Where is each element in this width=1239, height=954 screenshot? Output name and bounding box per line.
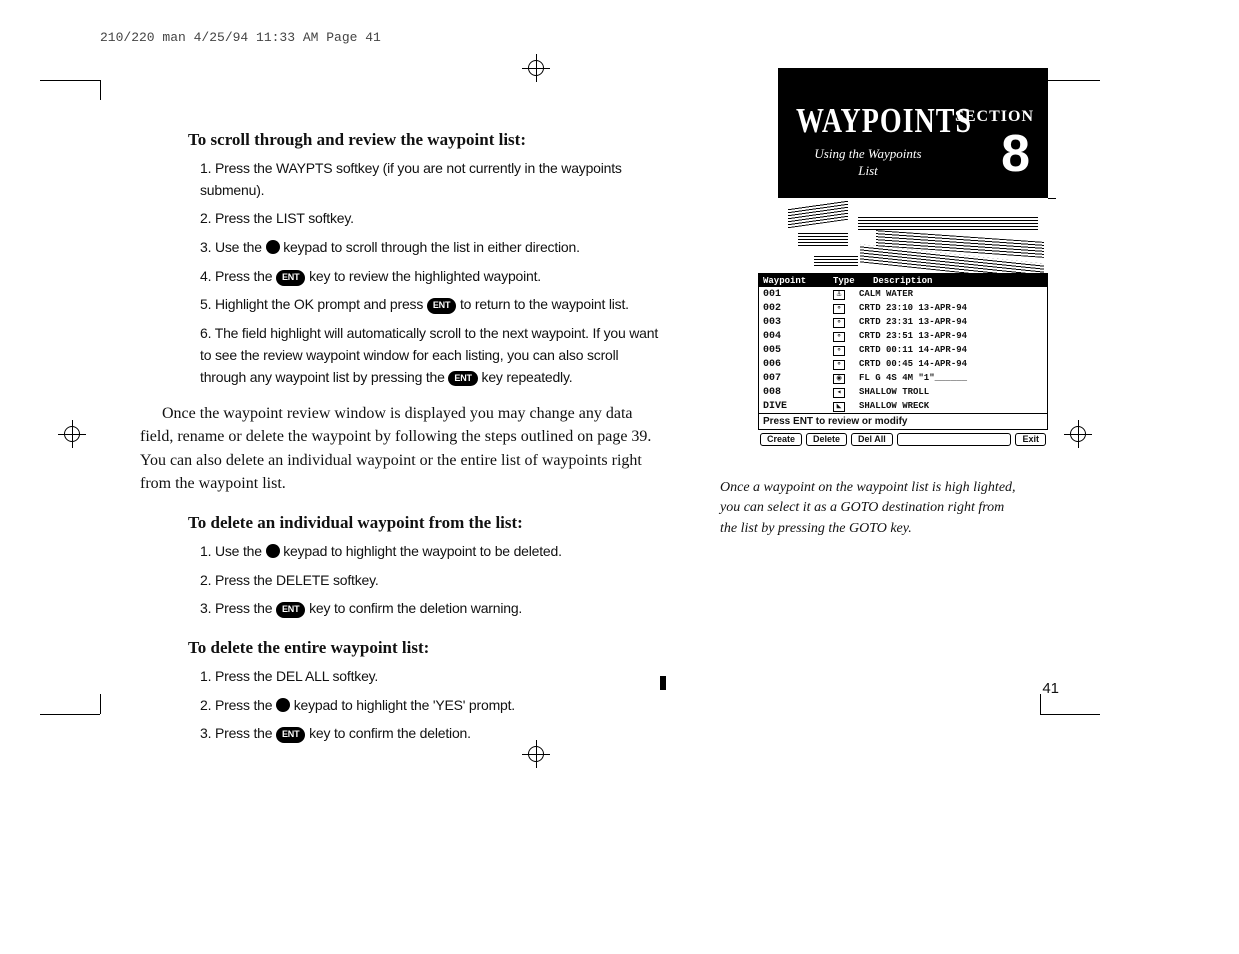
section-title: WAYPOINTS — [796, 102, 972, 142]
ent-key-icon: ENT — [448, 371, 477, 387]
registration-mark-right — [1064, 420, 1092, 448]
cell-type: ∘ — [833, 359, 859, 370]
cell-type: ∘ — [833, 317, 859, 328]
cell-type: ∘ — [833, 345, 859, 356]
cell-waypoint: 002 — [763, 303, 833, 314]
ent-key-icon: ENT — [276, 727, 305, 743]
waypoint-table: Waypoint Type Description 001⚓ CALM WATER… — [758, 274, 1048, 430]
cell-type: ◣ — [833, 401, 859, 412]
table-row: 007◉ FL G 4S 4M "1"______ — [759, 371, 1047, 385]
subhead-scroll: To scroll through and review the waypoin… — [140, 130, 660, 150]
waypoint-table-header: Waypoint Type Description — [759, 275, 1047, 287]
softkey-delete[interactable]: Delete — [806, 433, 847, 446]
registration-mark-left — [58, 420, 86, 448]
table-row: 005∘ CRTD 00:11 14-APR-94 — [759, 343, 1047, 357]
table-row: 006∘ CRTD 00:45 14-APR-94 — [759, 357, 1047, 371]
step-item: 2. Press the LIST softkey. — [200, 208, 660, 230]
figure-caption: Once a waypoint on the waypoint list is … — [720, 478, 1020, 539]
type-icon: ∘ — [833, 346, 845, 356]
subhead-delete-all: To delete the entire waypoint list: — [140, 638, 660, 658]
table-row: 003∘ CRTD 23:31 13-APR-94 — [759, 315, 1047, 329]
step-item: 5. Highlight the OK prompt and press ENT… — [200, 294, 660, 316]
cell-description: FL G 4S 4M "1"______ — [859, 373, 1043, 383]
arrow-keypad-icon — [266, 544, 280, 558]
step-item: 3. Press the ENT key to confirm the dele… — [200, 723, 660, 745]
cell-type: ◂ — [833, 387, 859, 398]
cell-description: CRTD 23:10 13-APR-94 — [859, 303, 1043, 313]
cell-type: ∘ — [833, 303, 859, 314]
section-subtitle: Using the Waypoints List — [808, 146, 928, 180]
table-row: 004∘ CRTD 23:51 13-APR-94 — [759, 329, 1047, 343]
cell-waypoint: 007 — [763, 373, 833, 384]
ent-key-icon: ENT — [276, 270, 305, 286]
cell-waypoint: 005 — [763, 345, 833, 356]
ent-key-icon: ENT — [427, 298, 456, 314]
cell-waypoint: 003 — [763, 317, 833, 328]
arrow-keypad-icon — [266, 240, 280, 254]
step-item: 1. Press the WAYPTS softkey (if you are … — [200, 158, 660, 201]
steps-delete-all: 1. Press the DEL ALL softkey. 2. Press th… — [140, 666, 660, 745]
section-number: 8 — [1001, 124, 1030, 184]
step-item: 1. Use the keypad to highlight the waypo… — [200, 541, 660, 563]
type-icon: ◂ — [833, 388, 845, 398]
cell-description: CALM WATER — [859, 289, 1043, 299]
gutter-mark — [660, 676, 666, 690]
cell-type: ◉ — [833, 373, 859, 384]
page-number: 41 — [1042, 680, 1059, 697]
softkey-create[interactable]: Create — [760, 433, 802, 446]
cell-description: SHALLOW TROLL — [859, 387, 1043, 397]
table-instruction: Press ENT to review or modify — [759, 413, 1047, 429]
steps-delete-one: 1. Use the keypad to highlight the waypo… — [140, 541, 660, 620]
right-column: WAYPOINTS Using the Waypoints List SECTI… — [720, 68, 1050, 539]
subhead-delete-one: To delete an individual waypoint from th… — [140, 513, 660, 533]
cell-waypoint: 006 — [763, 359, 833, 370]
cell-description: CRTD 23:31 13-APR-94 — [859, 317, 1043, 327]
type-icon: ∘ — [833, 318, 845, 328]
screen-graphic-area — [758, 198, 1048, 274]
left-column: To scroll through and review the waypoin… — [140, 130, 660, 752]
ent-key-icon: ENT — [276, 602, 305, 618]
step-item: 3. Press the ENT key to confirm the dele… — [200, 598, 660, 620]
arrow-keypad-icon — [276, 698, 290, 712]
cell-waypoint: 004 — [763, 331, 833, 342]
table-row: 002∘ CRTD 23:10 13-APR-94 — [759, 301, 1047, 315]
step-item: 1. Press the DEL ALL softkey. — [200, 666, 660, 688]
table-row: 001⚓ CALM WATER — [759, 287, 1047, 301]
col-description: Description — [873, 276, 1043, 286]
cell-type: ∘ — [833, 331, 859, 342]
cell-waypoint: 008 — [763, 387, 833, 398]
step-item: 3. Use the keypad to scroll through the … — [200, 237, 660, 259]
col-waypoint: Waypoint — [763, 276, 833, 286]
step-item: 6. The field highlight will automaticall… — [200, 323, 660, 388]
step-item: 2. Press the keypad to highlight the 'YE… — [200, 695, 660, 717]
softkey-blank — [897, 433, 1012, 446]
body-paragraph: Once the waypoint review window is displ… — [140, 402, 660, 495]
type-icon: ∘ — [833, 304, 845, 314]
step-item: 2. Press the DELETE softkey. — [200, 570, 660, 592]
steps-scroll: 1. Press the WAYPTS softkey (if you are … — [140, 158, 660, 388]
type-icon: ◣ — [833, 402, 845, 412]
cell-description: CRTD 00:11 14-APR-94 — [859, 345, 1043, 355]
softkey-exit[interactable]: Exit — [1015, 433, 1046, 446]
device-screenshot: Waypoint Type Description 001⚓ CALM WATER… — [758, 198, 1048, 448]
type-icon: ◉ — [833, 374, 845, 384]
type-icon: ∘ — [833, 332, 845, 342]
cell-description: SHALLOW WRECK — [859, 401, 1043, 411]
cell-waypoint: DIVE — [763, 401, 833, 412]
print-header: 210/220 man 4/25/94 11:33 AM Page 41 — [100, 30, 381, 45]
section-header-box: WAYPOINTS Using the Waypoints List SECTI… — [778, 68, 1048, 198]
cell-type: ⚓ — [833, 289, 859, 300]
step-item: 4. Press the ENT key to review the highl… — [200, 266, 660, 288]
type-icon: ⚓ — [833, 290, 845, 300]
cell-description: CRTD 00:45 14-APR-94 — [859, 359, 1043, 369]
cell-description: CRTD 23:51 13-APR-94 — [859, 331, 1043, 341]
table-row: DIVE◣ SHALLOW WRECK — [759, 399, 1047, 413]
cell-waypoint: 001 — [763, 289, 833, 300]
type-icon: ∘ — [833, 360, 845, 370]
registration-mark-top — [522, 54, 550, 82]
softkey-del-all[interactable]: Del All — [851, 433, 893, 446]
softkey-row: Create Delete Del All Exit — [758, 430, 1048, 448]
col-type: Type — [833, 276, 873, 286]
table-row: 008◂ SHALLOW TROLL — [759, 385, 1047, 399]
